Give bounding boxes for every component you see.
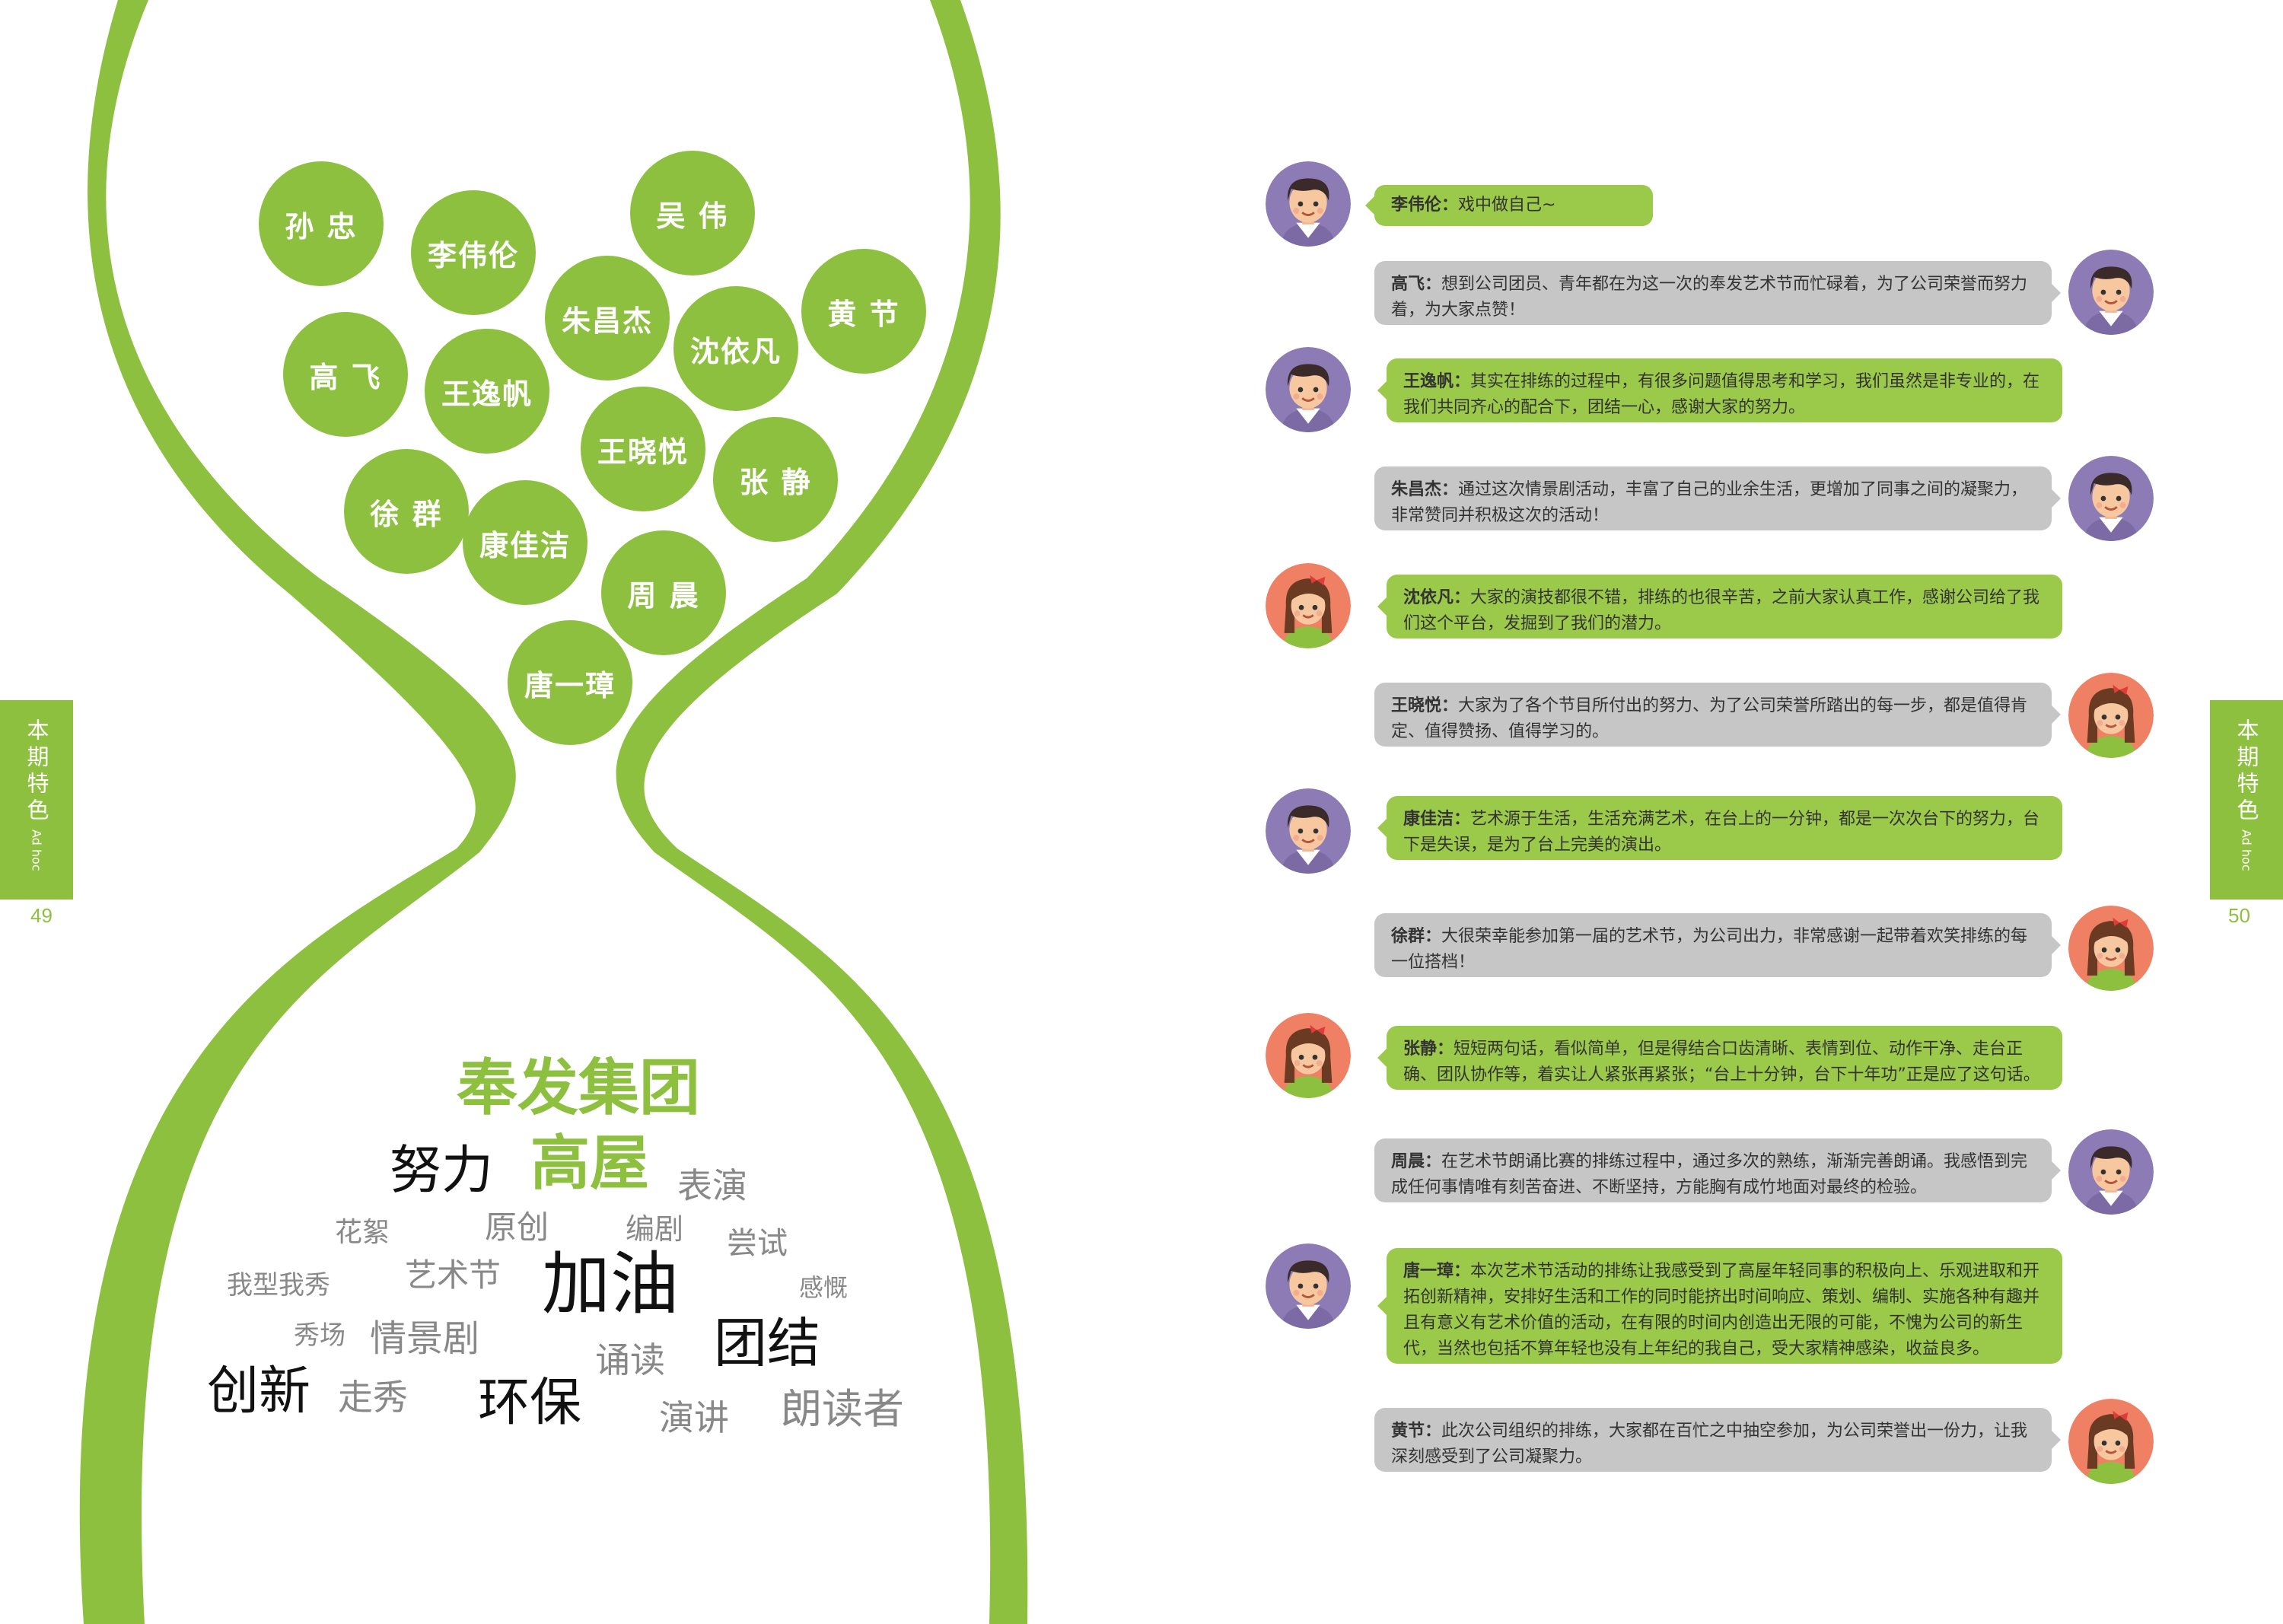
comment-text: 在艺术节朗诵比赛的排练过程中，通过多次的熟练，渐渐完善朗诵。我感悟到完成任何事情… xyxy=(1391,1152,2028,1197)
section-tab-label: 本期特色 xyxy=(24,718,49,825)
word-cloud-word: 尝试 xyxy=(727,1226,788,1261)
commenter-name: 高飞： xyxy=(1391,275,1442,294)
comment-text: 短短两句话，看似简单，但是得结合口齿清晰、表情到位、动作干净、走台正确、团队协作… xyxy=(1403,1040,2040,1084)
commenter-name: 张静： xyxy=(1403,1040,1454,1059)
comment-bubble: 高飞：想到公司团员、青年都在为这一次的奉发艺术节而忙碌着，为了公司荣誉而努力着，… xyxy=(1374,261,2061,325)
word-cloud-word: 艺术节 xyxy=(405,1256,501,1294)
boy-avatar-icon xyxy=(2068,456,2154,541)
name-circle: 王逸帆 xyxy=(425,329,549,454)
comment-bubble: 康佳洁：艺术源于生活，生活充满艺术，在台上的一分钟，都是一次次台下的努力，台下是… xyxy=(1377,796,2062,860)
word-cloud-word: 演讲 xyxy=(659,1397,729,1438)
comment-text: 其实在排练的过程中，有很多问题值得思考和学习，我们虽然是非专业的，在我们共同齐心… xyxy=(1403,372,2040,417)
girl-avatar-icon xyxy=(1266,1013,1351,1098)
word-cloud-word: 朗读者 xyxy=(781,1385,904,1433)
section-tab-sub: Ad hoc xyxy=(2239,830,2254,871)
commenter-name: 朱昌杰： xyxy=(1391,480,1459,499)
page-number: 50 xyxy=(2228,904,2250,927)
comment-bubble: 李伟伦：戏中做自己~ xyxy=(1365,185,1653,226)
word-cloud-word: 秀场 xyxy=(294,1320,345,1351)
word-cloud-word: 感慨 xyxy=(799,1273,849,1302)
comment-bubble: 徐群：大很荣幸能参加第一届的艺术节，为公司出力，非常感谢一起带着欢笑排练的每一位… xyxy=(1374,913,2061,977)
word-cloud-word: 花絮 xyxy=(335,1217,390,1248)
commenter-name: 康佳洁： xyxy=(1403,810,1471,829)
word-cloud-word: 努力 xyxy=(390,1141,494,1201)
comment-text: 大家为了各个节目所付出的努力、为了公司荣誉所踏出的每一步，都是值得肯定、值得赞扬… xyxy=(1391,696,2028,741)
commenter-name: 黄节： xyxy=(1391,1422,1442,1441)
section-tab-label: 本期特色 xyxy=(2234,718,2259,825)
section-tab-left: 本期特色 Ad hoc xyxy=(0,700,73,900)
word-cloud-word: 高屋 xyxy=(530,1129,650,1198)
name-circle: 康佳洁 xyxy=(463,480,587,605)
commenter-name: 唐一璋： xyxy=(1403,1262,1471,1281)
word-cloud-word: 加油 xyxy=(542,1244,679,1324)
commenter-name: 周晨： xyxy=(1391,1152,1442,1171)
girl-avatar-icon xyxy=(2068,673,2154,758)
boy-avatar-icon xyxy=(1266,347,1351,432)
name-circle: 吴 伟 xyxy=(630,151,755,275)
word-cloud-word: 情景剧 xyxy=(370,1317,480,1360)
word-cloud-word: 诵读 xyxy=(595,1339,665,1380)
page-number: 49 xyxy=(30,904,53,927)
commenter-name: 王晓悦： xyxy=(1391,696,1459,715)
word-cloud-word: 环保 xyxy=(478,1373,582,1433)
word-cloud-word: 编剧 xyxy=(626,1212,684,1246)
name-circle: 孙 忠 xyxy=(259,161,384,286)
name-circle: 王晓悦 xyxy=(581,387,705,511)
word-cloud-word: 我型我秀 xyxy=(227,1270,330,1301)
girl-avatar-icon xyxy=(2068,906,2154,991)
name-circle: 李伟伦 xyxy=(411,190,536,315)
word-cloud-word: 原创 xyxy=(485,1208,549,1246)
name-circle: 周 晨 xyxy=(601,530,726,655)
comment-text: 大家的演技都很不错，排练的也很辛苦，之前大家认真工作，感谢公司给了我们这个平台，… xyxy=(1403,588,2040,633)
comment-text: 本次艺术节活动的排练让我感受到了高屋年轻同事的积极向上、乐观进取和开拓创新精神，… xyxy=(1403,1262,2040,1358)
word-cloud-word: 走秀 xyxy=(338,1377,408,1418)
name-circle: 唐一璋 xyxy=(508,620,632,745)
word-cloud-word: 团结 xyxy=(714,1312,820,1374)
girl-avatar-icon xyxy=(2068,1399,2154,1484)
name-circle: 徐 群 xyxy=(344,449,469,574)
name-circle: 张 静 xyxy=(713,417,838,542)
hourglass-shape xyxy=(79,0,1028,1624)
boy-avatar-icon xyxy=(2068,1129,2154,1215)
commenter-name: 沈依凡： xyxy=(1403,588,1471,607)
name-circle: 黄 节 xyxy=(801,249,926,374)
commenter-name: 徐群： xyxy=(1391,927,1442,946)
name-circle: 沈依凡 xyxy=(673,286,798,411)
girl-avatar-icon xyxy=(1266,563,1351,648)
section-tab-right: 本期特色 Ad hoc xyxy=(2210,700,2283,900)
section-tab-sub: Ad hoc xyxy=(29,830,44,871)
boy-avatar-icon xyxy=(2068,250,2154,335)
name-circle: 高 飞 xyxy=(283,312,408,437)
comment-bubble: 朱昌杰：通过这次情景剧活动，丰富了自己的业余生活，更增加了同事之间的凝聚力，非常… xyxy=(1374,467,2061,530)
comment-bubble: 唐一璋：本次艺术节活动的排练让我感受到了高屋年轻同事的积极向上、乐观进取和开拓创… xyxy=(1377,1248,2062,1364)
comment-text: 通过这次情景剧活动，丰富了自己的业余生活，更增加了同事之间的凝聚力，非常赞同并积… xyxy=(1391,480,2028,525)
comment-bubble: 黄节：此次公司组织的排练，大家都在百忙之中抽空参加，为公司荣誉出一份力，让我深刻… xyxy=(1374,1408,2061,1472)
commenter-name: 李伟伦： xyxy=(1391,196,1459,215)
comment-text: 艺术源于生活，生活充满艺术，在台上的一分钟，都是一次次台下的努力，台下是失误，是… xyxy=(1403,810,2040,855)
boy-avatar-icon xyxy=(1266,788,1351,874)
name-circle: 朱昌杰 xyxy=(545,256,670,381)
comment-bubble: 周晨：在艺术节朗诵比赛的排练过程中，通过多次的熟练，渐渐完善朗诵。我感悟到完成任… xyxy=(1374,1138,2061,1202)
comment-bubble: 沈依凡：大家的演技都很不错，排练的也很辛苦，之前大家认真工作，感谢公司给了我们这… xyxy=(1377,575,2062,638)
commenter-name: 王逸帆： xyxy=(1403,372,1471,391)
comment-text: 此次公司组织的排练，大家都在百忙之中抽空参加，为公司荣誉出一份力，让我深刻感受到… xyxy=(1391,1422,2028,1466)
boy-avatar-icon xyxy=(1266,161,1351,247)
comment-bubble: 王晓悦：大家为了各个节目所付出的努力、为了公司荣誉所踏出的每一步，都是值得肯定、… xyxy=(1374,683,2061,747)
comment-bubble: 王逸帆：其实在排练的过程中，有很多问题值得思考和学习，我们虽然是非专业的，在我们… xyxy=(1377,358,2062,422)
word-cloud-word: 表演 xyxy=(677,1165,747,1206)
boy-avatar-icon xyxy=(1266,1243,1351,1329)
word-cloud-word: 创新 xyxy=(207,1361,311,1422)
comment-text: 戏中做自己~ xyxy=(1458,196,1556,215)
comment-bubble: 张静：短短两句话，看似简单，但是得结合口齿清晰、表情到位、动作干净、走台正确、团… xyxy=(1377,1026,2062,1090)
company-title: 奉发集团 xyxy=(457,1052,700,1123)
comment-text: 大很荣幸能参加第一届的艺术节，为公司出力，非常感谢一起带着欢笑排练的每一位搭档！ xyxy=(1391,927,2028,972)
comment-text: 想到公司团员、青年都在为这一次的奉发艺术节而忙碌着，为了公司荣誉而努力着，为大家… xyxy=(1391,275,2028,320)
